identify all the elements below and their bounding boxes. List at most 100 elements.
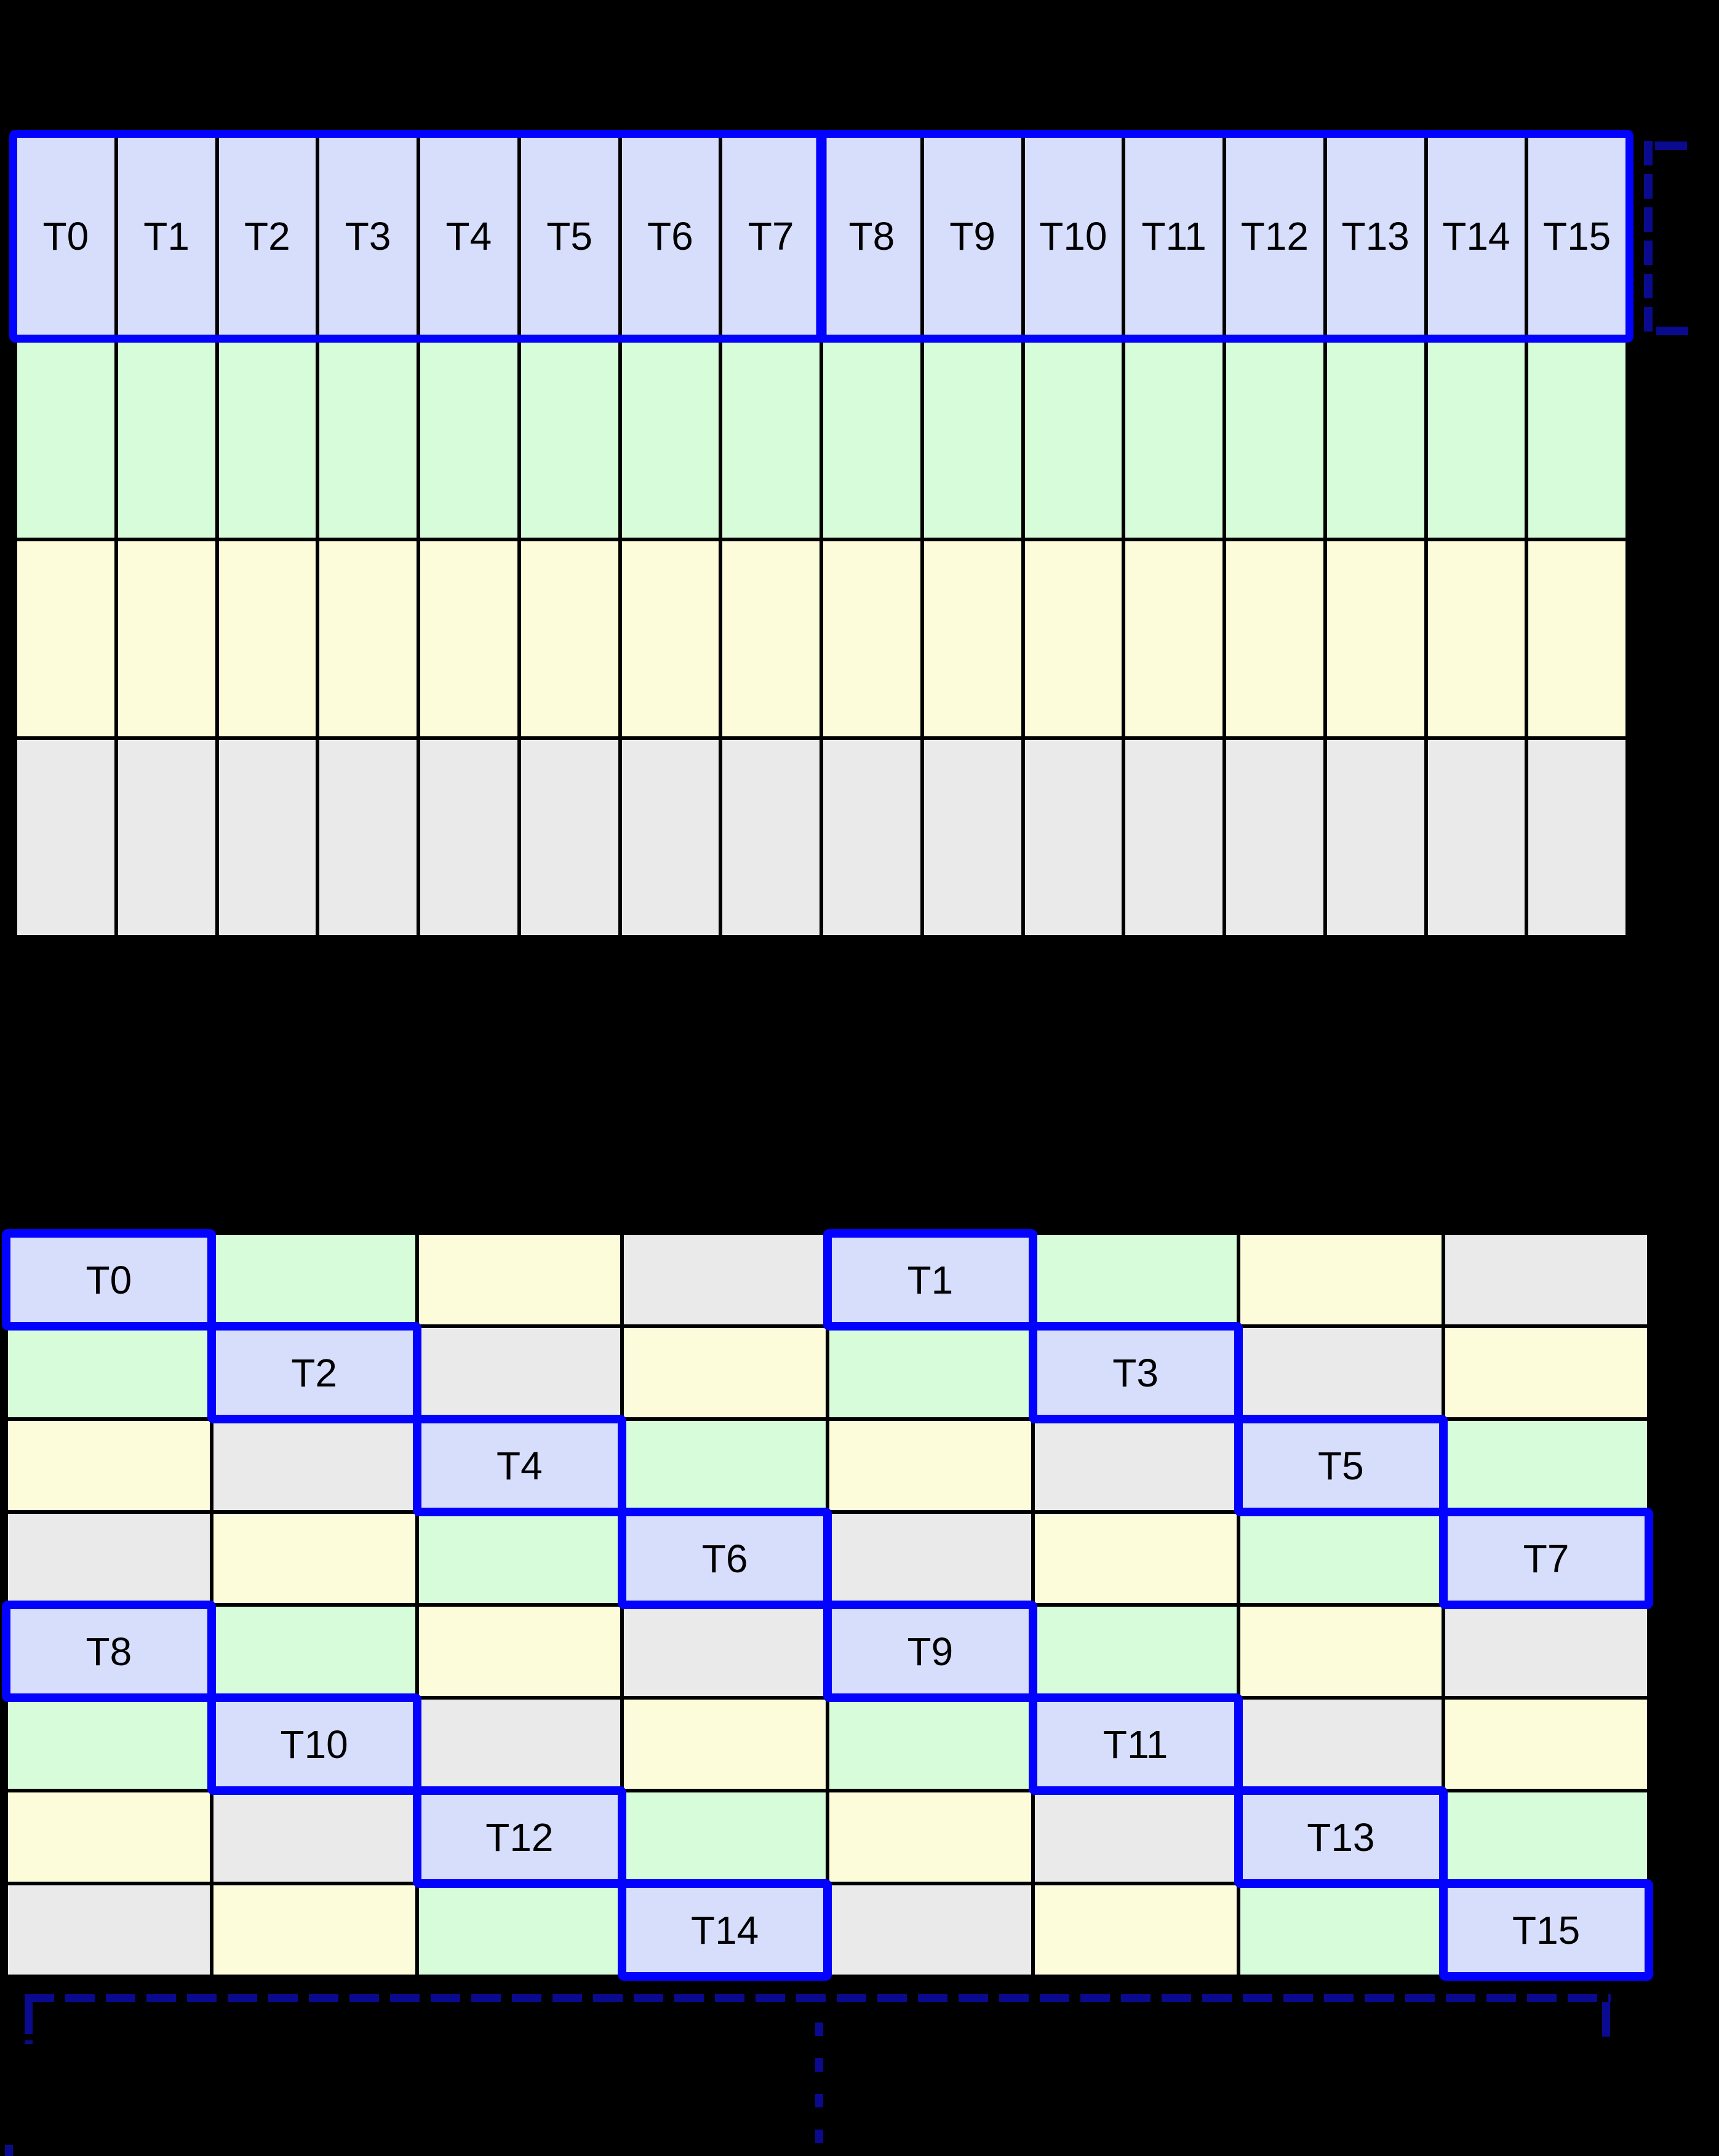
bank-cell-yellow xyxy=(1445,1700,1647,1789)
memory-cell-gray xyxy=(1226,740,1323,935)
memory-cell-yellow xyxy=(823,541,920,736)
thread-access-cell: T14 xyxy=(618,1879,832,1981)
bank-cell-green xyxy=(1240,1514,1442,1603)
bank-cell-yellow xyxy=(624,1328,826,1417)
bank-cell-green xyxy=(213,1235,415,1324)
bank-cell-yellow xyxy=(213,1514,415,1603)
thread-row-bracket-top-arm xyxy=(1655,141,1687,150)
bank-cell-gray xyxy=(1445,1607,1647,1696)
memory-cell-gray xyxy=(722,740,820,935)
memory-cell-green xyxy=(823,343,920,538)
thread-cell: T7 xyxy=(722,138,820,335)
bank-cell-gray xyxy=(624,1235,826,1324)
bank-cell-gray xyxy=(213,1792,415,1882)
bank-cell-yellow xyxy=(1034,1514,1237,1603)
thread-cell: T13 xyxy=(1326,138,1424,335)
memory-cell-gray xyxy=(319,740,417,935)
memory-cell-yellow xyxy=(621,541,719,736)
memory-cell-gray xyxy=(218,740,316,935)
memory-cell-gray xyxy=(420,740,517,935)
thread-row-bracket-bottom-arm xyxy=(1656,327,1688,335)
memory-cell-gray xyxy=(1125,740,1222,935)
bank-cell-gray xyxy=(8,1514,210,1603)
thread-access-cell: T4 xyxy=(412,1415,626,1516)
bank-cell-green xyxy=(8,1328,210,1417)
bank-cell-yellow xyxy=(1240,1235,1442,1324)
bank-cell-gray xyxy=(8,1885,210,1975)
bank-cell-yellow xyxy=(8,1792,210,1882)
bank-cell-green xyxy=(624,1421,826,1510)
memory-cell-green xyxy=(1528,343,1625,538)
thread-cell: T4 xyxy=(420,138,517,335)
bank-cell-green xyxy=(624,1792,826,1882)
bank-cell-green xyxy=(213,1607,415,1696)
memory-cell-green xyxy=(923,343,1021,538)
memory-cell-yellow xyxy=(319,541,417,736)
memory-cell-yellow xyxy=(17,541,114,736)
memory-cell-green xyxy=(17,343,114,538)
bank-cell-green xyxy=(8,1700,210,1789)
memory-cell-green xyxy=(420,343,517,538)
bank-cell-yellow xyxy=(1034,1885,1237,1975)
bank-cell-gray xyxy=(1240,1700,1442,1789)
thread-cell: T14 xyxy=(1427,138,1525,335)
memory-cell-green xyxy=(1024,343,1122,538)
bank-cell-green xyxy=(1034,1607,1237,1696)
memory-cell-yellow xyxy=(420,541,517,736)
thread-cell: T6 xyxy=(621,138,719,335)
memory-cell-yellow xyxy=(1427,541,1525,736)
thread-cell: T9 xyxy=(923,138,1021,335)
thread-access-cell: T10 xyxy=(207,1693,421,1795)
memory-cell-yellow xyxy=(1528,541,1625,736)
bottom-bracket-left-tick xyxy=(25,2002,33,2044)
memory-cell-green xyxy=(621,343,719,538)
thread-cells: T0 T1 T2 T3 T4 T5 T6 T7 T8 T9 T10 T11 T12 T13 T14 T15 xyxy=(17,138,1625,335)
bank-cell-green xyxy=(1240,1885,1442,1975)
memory-cell-yellow xyxy=(1226,541,1323,736)
memory-cell-yellow xyxy=(218,541,316,736)
bank-cell-gray xyxy=(1240,1328,1442,1417)
bank-cell-green xyxy=(829,1328,1031,1417)
bank-cell-yellow xyxy=(624,1700,826,1789)
memory-cell-yellow xyxy=(520,541,618,736)
thread-access-cell: T0 xyxy=(2,1229,216,1331)
bank-cell-green xyxy=(1445,1792,1647,1882)
memory-cell-green xyxy=(118,343,215,538)
thread-access-cell: T15 xyxy=(1439,1879,1653,1981)
bank-cell-yellow xyxy=(8,1421,210,1510)
bank-cell-gray xyxy=(1034,1792,1237,1882)
bank-cell-yellow xyxy=(1240,1607,1442,1696)
continuation-dots xyxy=(815,2023,823,2155)
thread-cell: T12 xyxy=(1226,138,1323,335)
bank-cell-yellow xyxy=(213,1885,415,1975)
memory-cell-yellow xyxy=(923,541,1021,736)
corner-dash xyxy=(5,2145,13,2156)
bank-cell-gray xyxy=(213,1421,415,1510)
memory-cell-green xyxy=(218,343,316,538)
thread-cell: T1 xyxy=(118,138,215,335)
memory-cell-yellow xyxy=(1326,541,1424,736)
memory-cell-gray xyxy=(621,740,719,935)
thread-cell: T11 xyxy=(1125,138,1222,335)
thread-cell: T3 xyxy=(319,138,417,335)
thread-cell: T8 xyxy=(823,138,920,335)
bank-cell-gray xyxy=(418,1700,621,1789)
thread-access-cell: T2 xyxy=(207,1322,421,1423)
memory-cell-gray xyxy=(520,740,618,935)
memory-cell-green xyxy=(1427,343,1525,538)
thread-cell: T2 xyxy=(218,138,316,335)
memory-cell-green xyxy=(520,343,618,538)
memory-cell-yellow xyxy=(1125,541,1222,736)
bank-cell-gray xyxy=(829,1514,1031,1603)
memory-cell-gray xyxy=(1024,740,1122,935)
thread-cell: T10 xyxy=(1024,138,1122,335)
bank-cell-yellow xyxy=(418,1607,621,1696)
swizzled-grid: T0 T1 T2 T3 T4 T5 T6 T7 T8 T9 T10 T11 T12 T13 T14 T15 xyxy=(2,1229,1653,1981)
bank-cell-green xyxy=(418,1514,621,1603)
memory-cell-green xyxy=(1226,343,1323,538)
bank-cell-gray xyxy=(1445,1235,1647,1324)
memory-cell-gray xyxy=(118,740,215,935)
thread-access-cell: T3 xyxy=(1028,1322,1243,1423)
bank-cell-yellow xyxy=(829,1421,1031,1510)
memory-cell-gray xyxy=(923,740,1021,935)
